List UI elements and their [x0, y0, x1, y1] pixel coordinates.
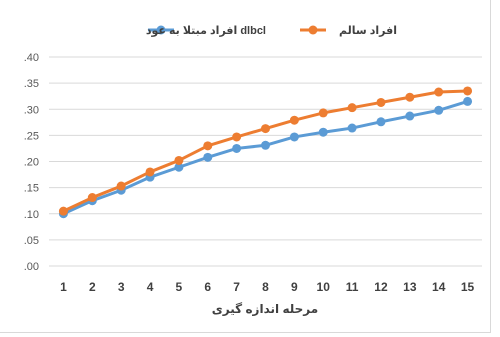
- data-point: [261, 140, 270, 150]
- data-point: [203, 152, 213, 162]
- data-point: [463, 86, 473, 96]
- x-tick-label: 5: [176, 280, 183, 294]
- y-tick-label: .35: [24, 78, 39, 90]
- data-point: [232, 132, 242, 142]
- series-2: [58, 86, 473, 216]
- gridlines: [49, 56, 482, 267]
- x-tick-label: 7: [233, 280, 240, 294]
- data-point: [232, 143, 242, 153]
- y-tick-label: .05: [24, 235, 39, 247]
- legend-swatch-marker: [156, 25, 166, 35]
- x-tick-label: 12: [374, 280, 388, 294]
- data-point: [58, 206, 68, 216]
- x-tick-label: 11: [346, 280, 359, 294]
- series-layer: [58, 86, 473, 219]
- data-point: [203, 141, 213, 151]
- data-point: [174, 155, 184, 165]
- y-tick-label: .25: [24, 130, 39, 142]
- legend-item: افراد سالم: [300, 25, 397, 37]
- x-tick-label: 2: [89, 280, 96, 294]
- y-tick-label: .40: [24, 52, 39, 64]
- data-point: [87, 193, 97, 203]
- data-point: [318, 127, 328, 137]
- x-tick-label: 3: [118, 280, 125, 294]
- x-tick-label: 10: [317, 280, 331, 294]
- series-1: [58, 96, 473, 219]
- legend: افراد مبتلا به عود dlbcl افراد سالم: [146, 25, 397, 37]
- x-axis-ticks: 1 2 3 4 5 6 7 8 9 10 11 12 13 14 15: [60, 280, 474, 294]
- y-tick-label: .00: [24, 261, 39, 273]
- y-axis-ticks: .00 .05 .10 .15 .20 .25 .30 .35 .40: [24, 52, 39, 273]
- data-point: [434, 105, 444, 115]
- x-tick-label: 6: [204, 280, 211, 294]
- data-point: [116, 181, 126, 191]
- chart-frame: افراد مبتلا به عود dlbcl افراد سالم .00.0…: [0, 0, 491, 333]
- x-tick-label: 15: [461, 280, 475, 294]
- x-tick-label: 4: [147, 280, 154, 294]
- data-point: [376, 117, 386, 127]
- y-tick-label: .20: [24, 157, 39, 169]
- y-tick-label: .30: [24, 104, 39, 116]
- data-point: [376, 97, 386, 107]
- x-tick-label: 14: [432, 280, 446, 294]
- data-point: [261, 124, 270, 134]
- legend-item: افراد مبتلا به عود dlbcl: [146, 25, 266, 37]
- x-tick-label: 9: [291, 280, 298, 294]
- data-point: [463, 96, 473, 106]
- data-point: [405, 92, 415, 102]
- data-point: [405, 111, 415, 121]
- legend-label: افراد مبتلا به عود dlbcl: [146, 25, 266, 37]
- legend-swatch-marker: [308, 25, 318, 35]
- x-tick-label: 13: [403, 280, 417, 294]
- y-tick-label: .15: [24, 183, 39, 195]
- data-point: [289, 132, 299, 142]
- x-tick-label: 8: [262, 280, 269, 294]
- data-point: [434, 87, 444, 97]
- data-point: [289, 115, 299, 125]
- line-chart: افراد مبتلا به عود dlbcl افراد سالم .00.0…: [24, 25, 482, 316]
- legend-label: افراد سالم: [339, 25, 397, 37]
- y-tick-label: .10: [24, 209, 39, 221]
- x-axis-title: مرحله اندازه گیری: [212, 302, 318, 316]
- data-point: [318, 108, 328, 118]
- data-point: [347, 123, 357, 133]
- data-point: [347, 103, 357, 113]
- data-point: [145, 167, 155, 177]
- data-point: [174, 162, 184, 172]
- x-tick-label: 1: [60, 280, 67, 294]
